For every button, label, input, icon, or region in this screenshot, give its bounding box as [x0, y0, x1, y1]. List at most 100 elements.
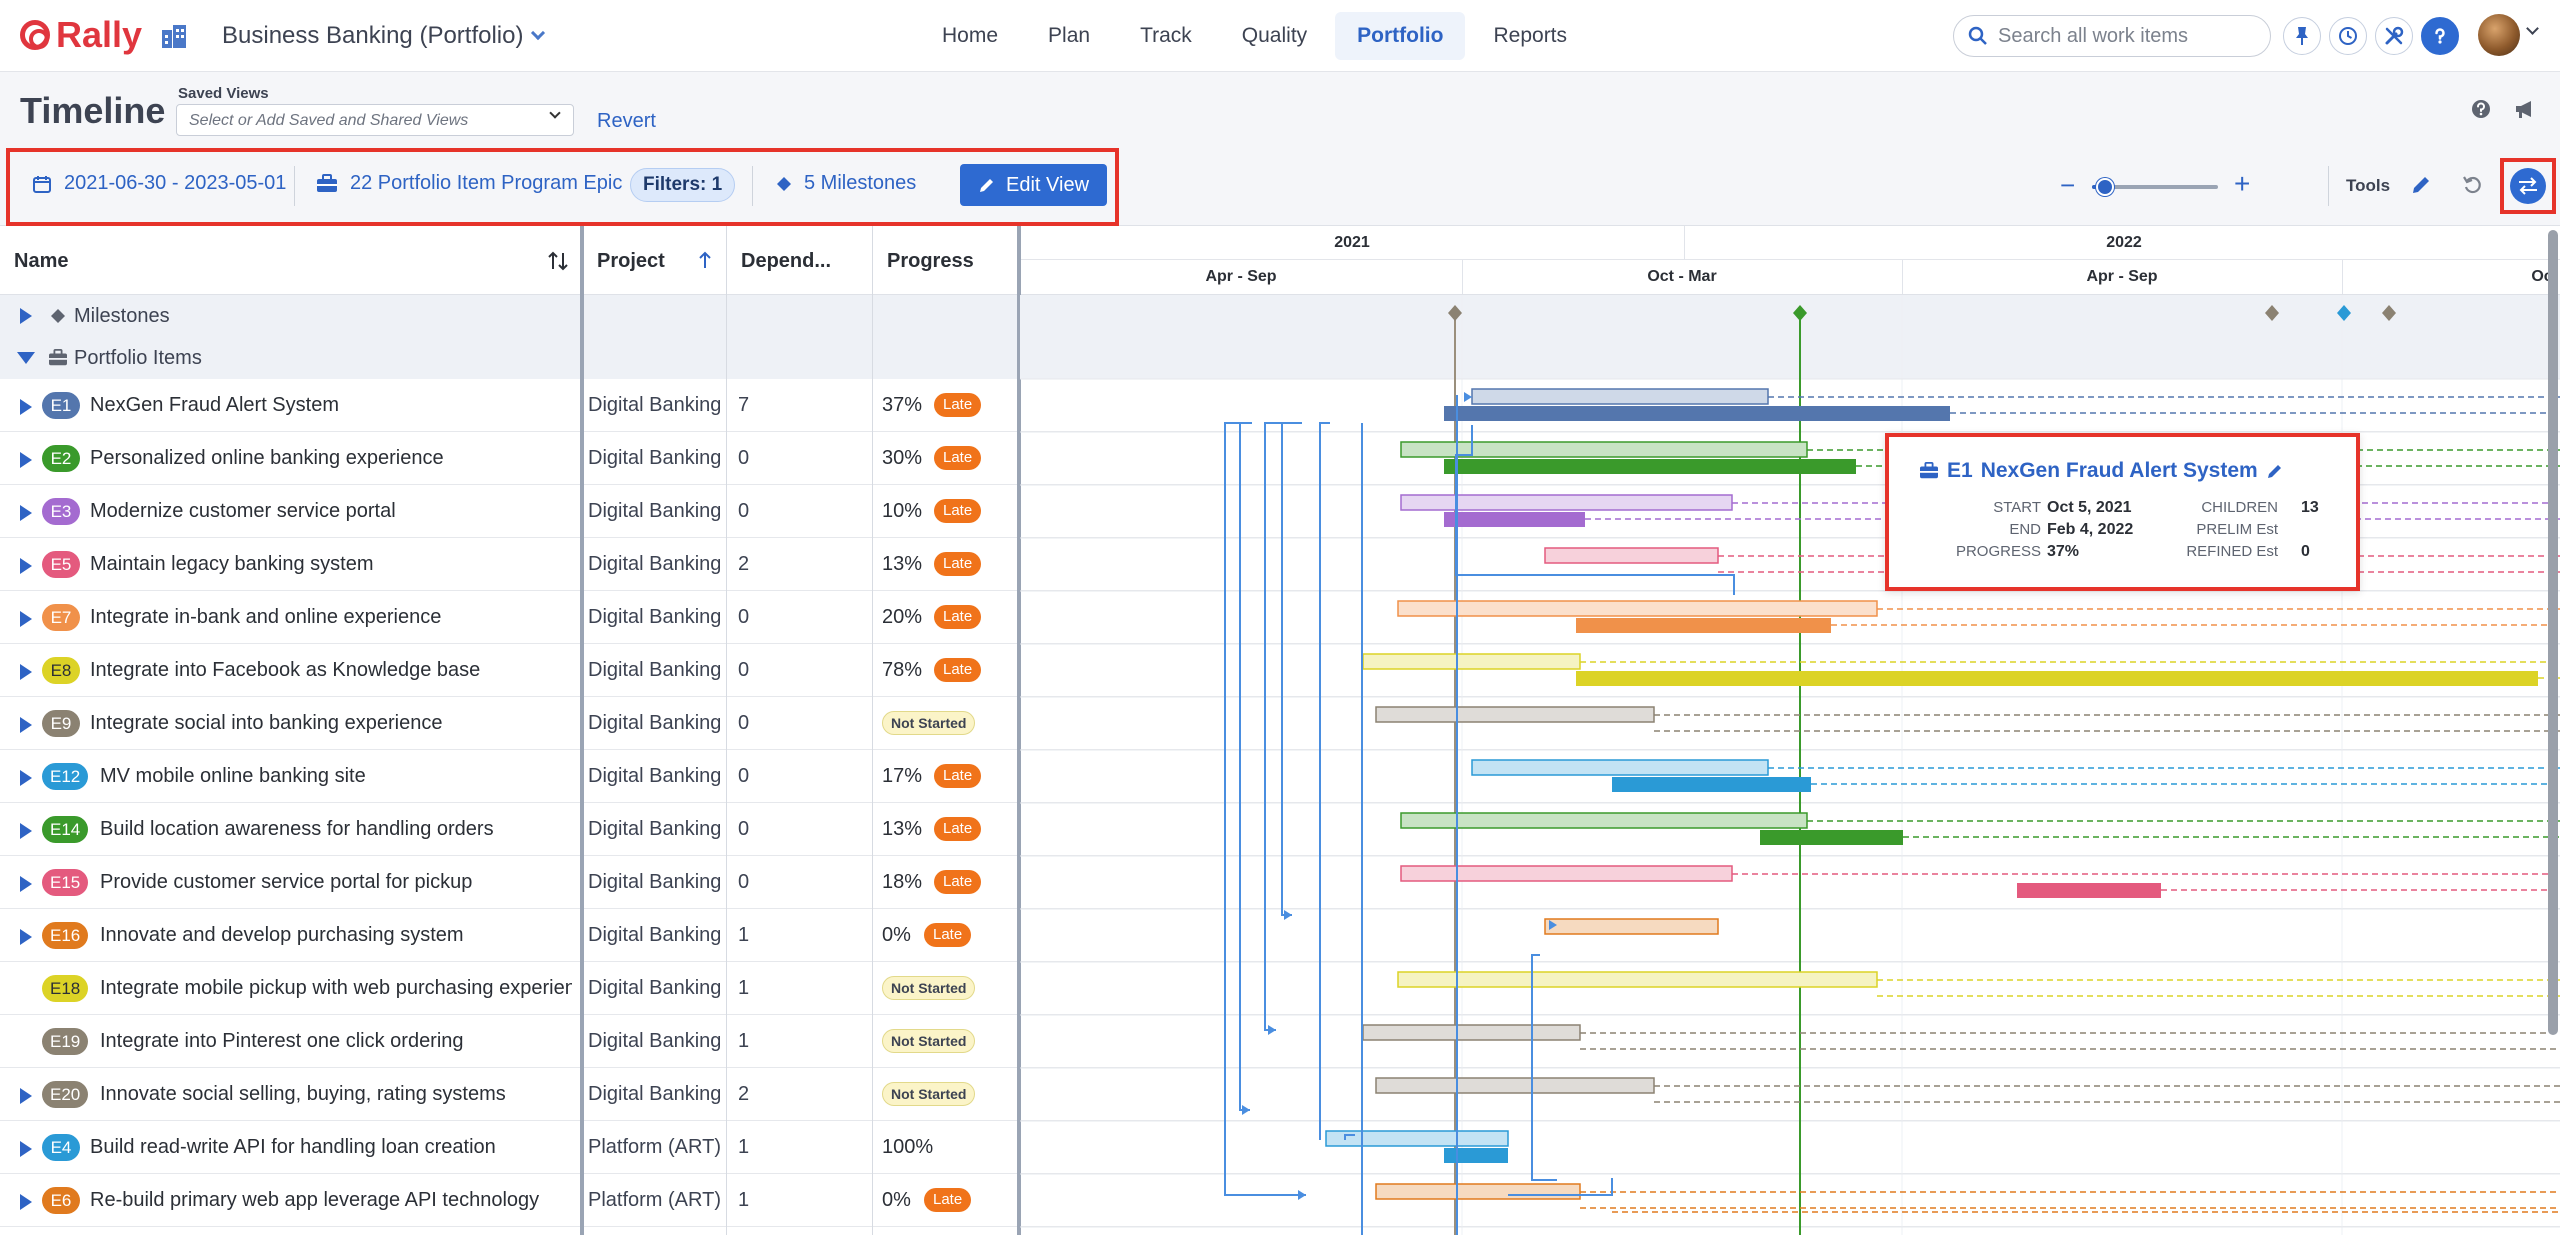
- saved-views-select[interactable]: Select or Add Saved and Shared Views: [176, 104, 574, 136]
- item-id-badge[interactable]: E14: [42, 816, 89, 843]
- item-id-badge[interactable]: E3: [42, 498, 80, 525]
- expand-icon[interactable]: [20, 1088, 32, 1104]
- item-id-badge[interactable]: E7: [42, 604, 80, 631]
- tab-reports[interactable]: Reports: [1493, 24, 1568, 47]
- milestones-button[interactable]: 5 Milestones: [776, 172, 916, 195]
- column-header-name[interactable]: Name: [14, 250, 69, 272]
- item-name[interactable]: Modernize customer service portal: [90, 500, 396, 522]
- pencil-icon[interactable]: [2266, 462, 2284, 480]
- tab-portfolio[interactable]: Portfolio: [1335, 12, 1466, 60]
- item-id-badge[interactable]: E12: [42, 763, 89, 790]
- item-dependencies[interactable]: 0: [738, 447, 750, 469]
- item-dependencies[interactable]: 1: [738, 1136, 750, 1158]
- help-icon[interactable]: [2470, 98, 2492, 120]
- item-dependencies[interactable]: 0: [738, 871, 750, 893]
- pin-button[interactable]: [2283, 17, 2321, 55]
- setup-button[interactable]: [2375, 17, 2413, 55]
- recent-button[interactable]: [2329, 17, 2367, 55]
- undo-icon[interactable]: [2462, 174, 2484, 196]
- workspace-selector[interactable]: Business Banking (Portfolio): [222, 22, 546, 50]
- expand-icon[interactable]: [20, 929, 32, 945]
- item-dependencies[interactable]: 2: [738, 1083, 750, 1105]
- item-dependencies[interactable]: 0: [738, 606, 750, 628]
- expand-icon[interactable]: [20, 1194, 32, 1210]
- tab-plan[interactable]: Plan: [1048, 24, 1091, 47]
- expand-icon[interactable]: [20, 611, 32, 627]
- item-name[interactable]: Integrate into Pinterest one click order…: [100, 1030, 464, 1052]
- item-dependencies[interactable]: 1: [738, 1030, 750, 1052]
- item-id-badge[interactable]: E9: [42, 710, 80, 737]
- item-dependencies[interactable]: 7: [738, 394, 750, 416]
- expand-icon[interactable]: [20, 664, 32, 680]
- item-id-badge[interactable]: E18: [42, 975, 89, 1002]
- toggle-dependencies-button[interactable]: [2510, 168, 2546, 204]
- expand-icon[interactable]: [20, 308, 32, 324]
- column-header-project[interactable]: Project: [597, 250, 665, 272]
- search-input[interactable]: [1998, 24, 2258, 48]
- item-name[interactable]: Integrate in-bank and online experience: [90, 606, 442, 628]
- item-id-badge[interactable]: E15: [42, 869, 89, 896]
- item-name[interactable]: Build read-write API for handling loan c…: [90, 1136, 496, 1158]
- item-dependencies[interactable]: 1: [738, 924, 750, 946]
- column-divider[interactable]: [726, 226, 727, 1235]
- filters-pill[interactable]: Filters: 1: [630, 168, 736, 202]
- table-row[interactable]: E20 Innovate social selling, buying, rati…: [0, 1068, 2560, 1121]
- item-name[interactable]: Innovate and develop purchasing system: [100, 924, 464, 946]
- item-dependencies[interactable]: 0: [738, 765, 750, 787]
- item-name[interactable]: Build location awareness for handling or…: [100, 818, 494, 840]
- item-name[interactable]: Personalized online banking experience: [90, 447, 444, 469]
- tab-track[interactable]: Track: [1140, 24, 1192, 47]
- item-name[interactable]: MV mobile online banking site: [100, 765, 366, 787]
- revert-link[interactable]: Revert: [597, 110, 656, 132]
- expand-icon[interactable]: [20, 1141, 32, 1157]
- portfolio-items-button[interactable]: 22 Portfolio Item Program Epic: [316, 172, 622, 195]
- sort-ascending-icon[interactable]: [698, 250, 712, 270]
- column-divider[interactable]: [580, 226, 584, 1235]
- item-name[interactable]: Integrate mobile pickup with web purchas…: [100, 977, 572, 999]
- expand-icon[interactable]: [20, 823, 32, 839]
- item-id-badge[interactable]: E5: [42, 551, 80, 578]
- column-divider[interactable]: [1017, 226, 1021, 1235]
- item-dependencies[interactable]: 1: [738, 977, 750, 999]
- expand-icon[interactable]: [20, 876, 32, 892]
- tab-quality[interactable]: Quality: [1241, 24, 1308, 47]
- item-dependencies[interactable]: 0: [738, 712, 750, 734]
- pencil-icon[interactable]: [2410, 174, 2432, 196]
- item-name[interactable]: Integrate into Facebook as Knowledge bas…: [90, 659, 481, 681]
- tab-home[interactable]: Home: [942, 24, 999, 47]
- item-id-badge[interactable]: E8: [42, 657, 80, 684]
- item-id-badge[interactable]: E1: [42, 392, 80, 419]
- item-name[interactable]: Integrate social into banking experience: [90, 712, 443, 734]
- zoom-slider[interactable]: [2092, 178, 2218, 196]
- expand-icon[interactable]: [20, 399, 32, 415]
- date-range-button[interactable]: 2021-06-30 - 2023-05-01: [32, 172, 286, 195]
- item-id-badge[interactable]: E2: [42, 445, 80, 472]
- item-name[interactable]: Re-build primary web app leverage API te…: [90, 1189, 540, 1211]
- item-id-badge[interactable]: E19: [42, 1028, 89, 1055]
- vertical-scrollbar[interactable]: [2548, 230, 2558, 1035]
- chevron-down-icon[interactable]: [2526, 22, 2539, 35]
- tooltip-title[interactable]: E1 NexGen Fraud Alert System: [1919, 459, 2284, 483]
- item-id-badge[interactable]: E6: [42, 1187, 80, 1214]
- expand-icon[interactable]: [20, 770, 32, 786]
- item-name[interactable]: Innovate social selling, buying, rating …: [100, 1083, 506, 1105]
- item-name[interactable]: Provide customer service portal for pick…: [100, 871, 473, 893]
- item-dependencies[interactable]: 1: [738, 1189, 750, 1211]
- column-divider[interactable]: [872, 226, 873, 1235]
- expand-icon[interactable]: [20, 717, 32, 733]
- item-id-badge[interactable]: E4: [42, 1134, 80, 1161]
- zoom-slider-handle[interactable]: [2095, 178, 2114, 196]
- sort-icon[interactable]: [548, 250, 568, 272]
- zoom-in-button[interactable]: +: [2234, 168, 2251, 199]
- item-dependencies[interactable]: 0: [738, 500, 750, 522]
- item-name[interactable]: NexGen Fraud Alert System: [90, 394, 339, 416]
- column-header-progress[interactable]: Progress: [887, 250, 974, 272]
- item-dependencies[interactable]: 0: [738, 659, 750, 681]
- item-name[interactable]: Maintain legacy banking system: [90, 553, 374, 575]
- zoom-out-button[interactable]: −: [2060, 170, 2076, 200]
- edit-view-button[interactable]: Edit View: [960, 164, 1108, 206]
- expand-icon[interactable]: [20, 558, 32, 574]
- user-avatar[interactable]: [2478, 14, 2520, 56]
- rally-logo[interactable]: Rally: [20, 14, 142, 56]
- column-header-dependencies[interactable]: Depend...: [741, 250, 832, 272]
